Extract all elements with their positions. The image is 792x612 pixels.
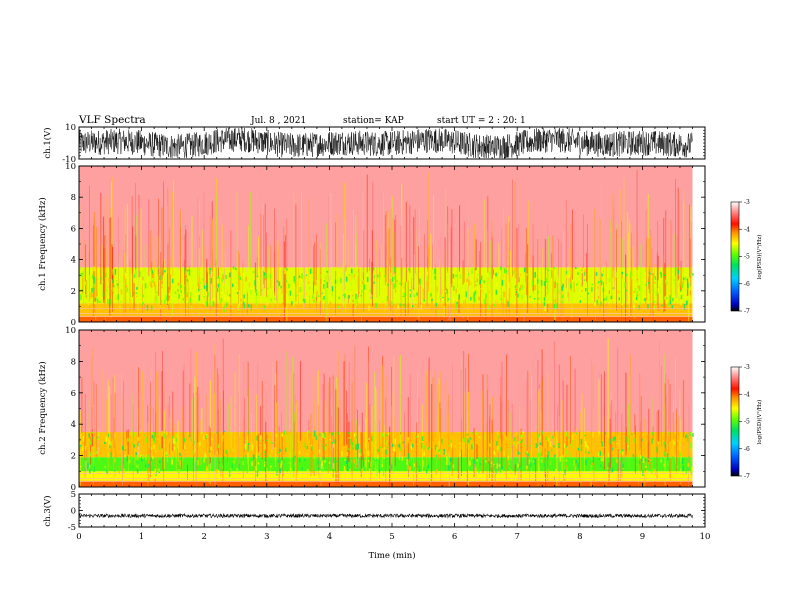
ch3-ytick-label: 0	[71, 507, 76, 517]
ch1-colorbar-label: log(PSD)(V²/Hz)	[756, 235, 763, 280]
ch1-spectrogram-panel: 0 2 4 6 8 10 ch.1 Frequency (kHz)	[37, 162, 706, 328]
ch2-spectrogram-texture	[79, 338, 694, 487]
ch1-spectrogram-ytick-label: 4	[71, 256, 76, 266]
time-xlabel: Time (min)	[368, 550, 415, 561]
ch3-xtick-label: 10	[700, 532, 711, 542]
ch1-colorbar-tick-label: -7	[744, 308, 750, 315]
ch3-xtick-label: 1	[139, 532, 144, 542]
ch1-waveform-panel: 10 -10 ch.1(V)	[42, 123, 706, 165]
ch2-spectrogram-panel: 0 2 4 6 8 10 ch.2 Frequency (kHz)	[37, 326, 706, 493]
ch1-waveform-line	[78, 127, 693, 159]
ch1-colorbar-tick-label: -5	[744, 254, 750, 261]
ch3-xtick-label: 9	[640, 532, 645, 542]
ch2-spectrogram-ytick-label: 2	[71, 452, 76, 462]
start-time-text: start UT = 2 : 20: 1	[437, 116, 526, 126]
ch3-xtick-label: 2	[201, 532, 206, 542]
ch1-waveform-trace	[78, 127, 693, 159]
ch2-spectrogram-ytick-label: 10	[65, 326, 76, 336]
ch2-spectrogram-ytick-label: 4	[71, 420, 76, 430]
ch2-spectrogram-image	[79, 330, 694, 487]
figure-title: VLF Spectra	[78, 114, 146, 126]
ch3-plot-frame	[78, 493, 706, 528]
ch1-colorbar: -3 -4 -5 -6 -7 log(PSD)(V²/Hz)	[730, 199, 763, 315]
ch1-ylabel: ch.1(V)	[42, 127, 53, 158]
ch3-ytick-label: -5	[68, 523, 76, 533]
ch2-spectrogram-ytick-label: 8	[71, 357, 76, 367]
ch1-ytick-label: -10	[62, 155, 76, 165]
ch2-colorbar-tick-label: -5	[744, 419, 750, 426]
ch2-colorbar-tick-label: -4	[744, 391, 750, 398]
ch3-ytick-label: 5	[71, 490, 76, 500]
ch1-colorbar-tick-label: -6	[744, 281, 750, 288]
ch1-ytick-label: 10	[65, 123, 76, 133]
ch3-xtick-label: 3	[264, 532, 269, 542]
ch2-colorbar-tick-label: -7	[744, 473, 750, 480]
ch1-spectrogram-ytick-label: 2	[71, 287, 76, 297]
ch1-spectrogram-ytick-label: 6	[71, 224, 76, 234]
date-text: Jul. 8 , 2021	[250, 116, 306, 126]
ch1-spectrogram-texture	[79, 169, 694, 322]
ch1-colorbar-gradient	[730, 201, 740, 312]
ch3-ylabel: ch.3(V)	[42, 495, 53, 526]
ch1-spectrogram-ylabel: ch.1 Frequency (kHz)	[37, 197, 48, 290]
ch1-colorbar-tick-label: -3	[744, 199, 750, 206]
ch3-xtick-label: 6	[452, 532, 457, 542]
ch1-colorbar-tick-label: -4	[744, 226, 750, 233]
ch3-xtick-label: 7	[514, 532, 519, 542]
ch3-waveform-trace	[78, 512, 693, 519]
ch3-waveform-line	[78, 512, 693, 519]
ch2-spectrogram-ylabel: ch.2 Frequency (kHz)	[37, 361, 48, 454]
ch3-xtick-label: 8	[577, 532, 582, 542]
ch2-colorbar-label: log(PSD)(V²/Hz)	[756, 400, 763, 445]
ch2-colorbar-gradient	[730, 366, 740, 477]
ch1-spectrogram-ytick-label: 0	[71, 318, 76, 328]
ch2-colorbar-tick-label: -3	[744, 364, 750, 371]
ch1-spectrogram-image	[79, 166, 694, 322]
ch1-spectrogram-band-0	[79, 315, 693, 322]
station-text: station= KAP	[343, 116, 404, 126]
ch2-colorbar: -3 -4 -5 -6 -7 log(PSD)(V²/Hz)	[730, 364, 763, 480]
ch2-spectrogram-ytick-label: 6	[71, 389, 76, 399]
ch2-spectrogram-ytick-label: 0	[71, 483, 76, 493]
ch3-xtick-label: 4	[327, 532, 332, 542]
ch2-colorbar-tick-label: -6	[744, 446, 750, 453]
ch1-spectrogram-ytick-label: 10	[65, 162, 76, 172]
ch3-xtick-label: 0	[76, 532, 81, 542]
ch3-xtick-label: 5	[389, 532, 394, 542]
ch1-spectrogram-ytick-label: 8	[71, 193, 76, 203]
